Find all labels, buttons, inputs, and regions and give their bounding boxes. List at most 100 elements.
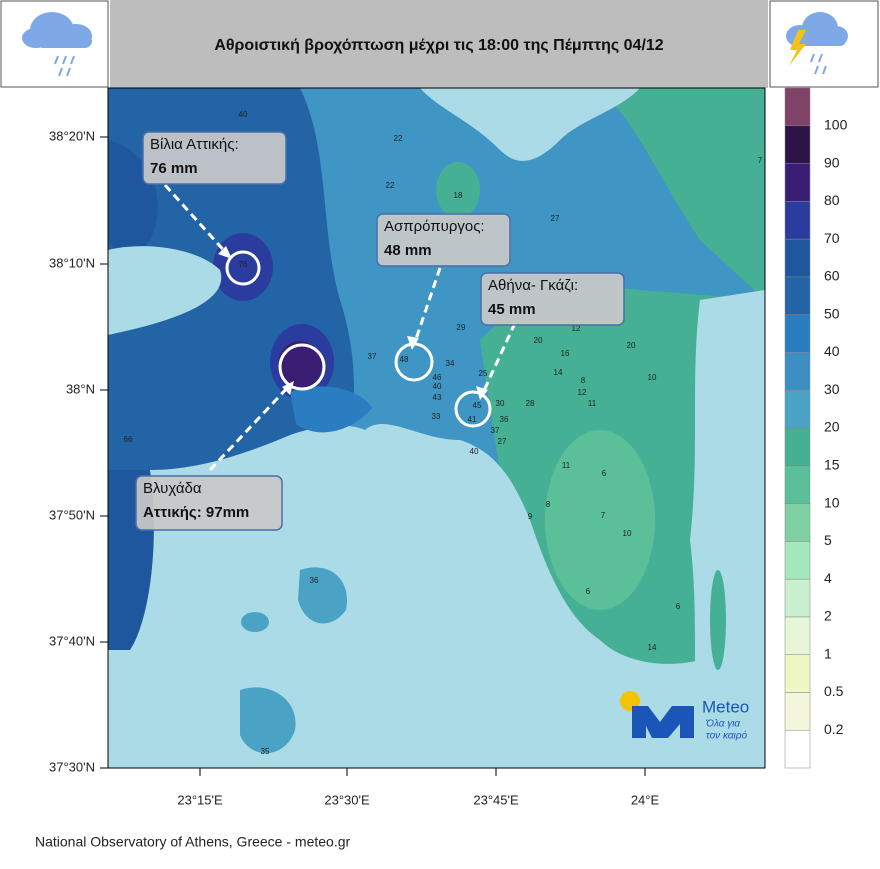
station-value: 36 [310,576,319,585]
island [710,570,726,670]
station-value: 29 [457,323,466,332]
callout-box [480,272,625,326]
colorbar-swatch [784,314,811,353]
station-value: 34 [446,359,455,368]
lat-label: 38°20'N [49,128,95,143]
station-value: 12 [572,324,581,333]
station-value: 33 [432,412,441,421]
colorbar-label: 20 [824,419,840,435]
rain-zone [108,88,354,540]
header-bar [110,0,768,88]
arrowheads [218,246,488,400]
rain-zone [600,88,765,300]
title: Αθροιστική βροχόπτωση μέχρι τις 18:00 τη… [214,37,663,54]
station-value: 22 [394,134,403,143]
station-value: 40 [470,447,479,456]
colorbar-label: 10 [824,494,840,510]
callouts: Βίλια Αττικής: 76 mm Ασπρόπυργος: 48 mm Αθήν… [135,131,625,531]
island [735,250,755,274]
colorbar-swatch [784,163,811,202]
colorbar-label: 70 [824,230,840,246]
station-value: 11 [588,399,597,408]
station-value: 66 [124,435,133,444]
lat-label: 37°40'N [49,633,95,648]
map-frame [107,87,766,769]
station-value: 36 [500,415,509,424]
station-value: 6 [676,602,681,611]
colorbar-label: 4 [824,570,832,586]
colorbar-swatch [784,541,811,580]
station-value: 20 [627,341,636,350]
station-value: 28 [526,399,535,408]
station-value: 12 [578,388,587,397]
station-value: 41 [468,415,477,424]
island [240,687,296,754]
callout-text: Ασπρόπυργος: [384,218,485,235]
axes: 38°20'N 38°10'N 38°N 37°50'N 37°40'N 37°30'N 2… [49,128,659,807]
station-labels: 40 22 22 18 27 29 37 48 46 34 40 43 45 41 30 28 25 33 20 16… [124,110,763,756]
lon-label: 23°30'E [324,792,370,807]
station-value: 43 [433,393,442,402]
callout-box [376,213,511,267]
map-area: 40 22 22 18 27 29 37 48 46 34 40 43 45 41 30 28 25 33 20 16… [108,88,765,768]
colorbar-swatch [784,692,811,731]
station-value: 8 [581,376,586,385]
colorbar-swatch [784,87,811,127]
station-value: 27 [498,437,507,446]
colorbar-label: 90 [824,154,840,170]
station-value: 76 [239,260,248,269]
lon-label: 23°45'E [473,792,519,807]
station-value: 10 [648,373,657,382]
colorbar-label: 5 [824,532,832,548]
station-value: 37 [491,426,500,435]
callout-text: 76 mm [150,160,198,177]
station-value: 18 [454,191,463,200]
station-value: 6 [586,587,591,596]
rain-zone [436,162,480,218]
station-value: 46 [433,373,442,382]
station-value: 48 [400,355,409,364]
station-value: 11 [562,461,571,470]
colorbar-swatch [784,465,811,504]
logo-tagline: Όλα για [705,719,740,730]
station-value: 35 [261,747,270,756]
storm-icon [786,12,848,75]
station-value: 10 [623,529,632,538]
station-value: 6 [602,469,607,478]
callout-text: Βλυχάδα [143,480,202,497]
logo-tagline: τον καιρό [706,730,747,742]
colorbar-label: 1 [824,645,832,661]
callout-box [142,131,287,185]
colorbar-swatch [784,729,811,769]
callout-text: 45 mm [488,301,536,318]
station-value: 8 [546,500,551,509]
lat-label: 37°30'N [49,759,95,774]
colorbar-swatch [784,389,811,429]
colorbar-label: 2 [824,608,832,624]
station-value: 30 [496,399,505,408]
station-value: 20 [534,336,543,345]
colorbar: 0.2 0.5 1 2 4 5 10 15 20 30 40 50 60 70 80 90 100 [784,87,848,769]
logo-name: Meteo [702,697,749,716]
colorbar-swatch [784,352,811,391]
lat-label: 38°N [66,381,95,396]
rain-zone [278,341,322,389]
colorbar-swatch [784,616,811,655]
colorbar-swatch [784,201,811,240]
station-value: 40 [239,110,248,119]
colorbar-swatch [784,276,811,315]
lat-label: 37°50'N [49,507,95,522]
colorbar-swatch [784,125,811,164]
station-value: 7 [601,511,606,520]
station-value: 14 [554,368,563,377]
rain-zone [213,233,273,301]
colorbar-swatch [784,238,811,278]
colorbar-label: 50 [824,305,840,321]
footer: National Observatory of Athens, Greece -… [35,834,350,850]
arrows [163,183,517,472]
colorbar-swatch [784,578,811,618]
colorbar-label: 30 [824,381,840,397]
colorbar-label: 0.5 [824,683,844,699]
callout-text: Αθήνα- Γκάζι: [488,277,578,294]
